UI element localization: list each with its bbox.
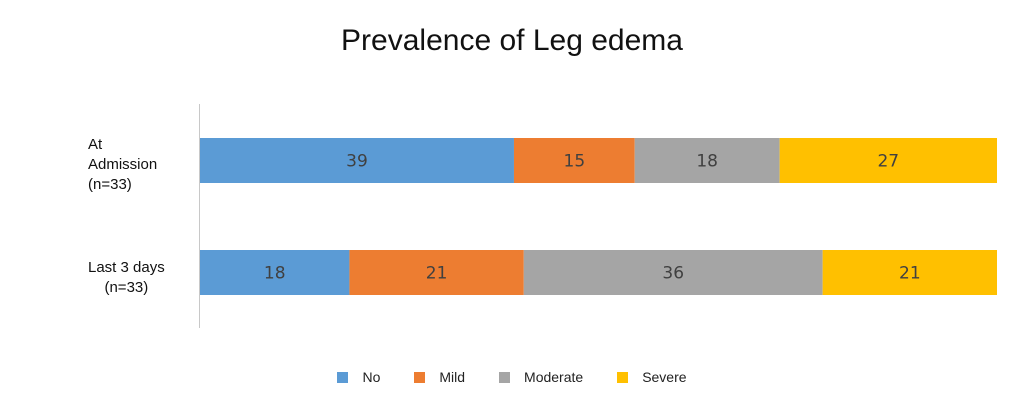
category-label-line: (n=33) <box>104 279 149 296</box>
legend-label: Mild <box>439 369 466 385</box>
legend-item-no: No <box>337 369 380 385</box>
category-label-last-3-days: Last 3 days (n=33) <box>88 258 165 298</box>
bar-mild-1 <box>349 250 524 295</box>
data-label-no-1: 18 <box>264 264 286 284</box>
category-label-line: At <box>88 136 103 153</box>
bar-mild-0 <box>513 138 635 183</box>
legend-swatch <box>617 371 629 383</box>
data-label-no-0: 39 <box>346 152 368 172</box>
legend-swatch <box>499 371 511 383</box>
legend-swatch <box>414 371 426 383</box>
data-label-severe-0: 27 <box>877 152 899 172</box>
bar-moderate-1 <box>523 250 823 295</box>
category-axis-line <box>199 104 200 328</box>
category-label-line: Admission <box>88 156 158 173</box>
data-label-mild-1: 21 <box>426 264 448 284</box>
data-label-severe-1: 21 <box>899 264 921 284</box>
legend-label: No <box>362 369 381 385</box>
category-label-line: (n=33) <box>88 176 132 193</box>
legend: No Mild Moderate Severe <box>0 369 1024 385</box>
bar-severe-1 <box>822 250 997 295</box>
chart-title: Prevalence of Leg edema <box>341 24 683 57</box>
legend-label: Moderate <box>524 369 584 385</box>
bar-no-1 <box>200 250 350 295</box>
category-label-line: Last 3 days <box>88 259 165 276</box>
bar-moderate-0 <box>634 138 780 183</box>
legend-item-moderate: Moderate <box>499 369 583 385</box>
bar-severe-0 <box>779 138 997 183</box>
bar-no-0 <box>200 138 514 183</box>
data-label-moderate-0: 18 <box>696 152 718 172</box>
legend-swatch <box>337 371 349 383</box>
category-label-at-admission: At Admission (n=33) <box>88 135 157 195</box>
legend-label: Severe <box>642 369 687 385</box>
data-label-mild-0: 15 <box>564 152 586 172</box>
legend-item-mild: Mild <box>414 369 465 385</box>
data-label-moderate-1: 36 <box>662 264 684 284</box>
legend-item-severe: Severe <box>617 369 687 385</box>
